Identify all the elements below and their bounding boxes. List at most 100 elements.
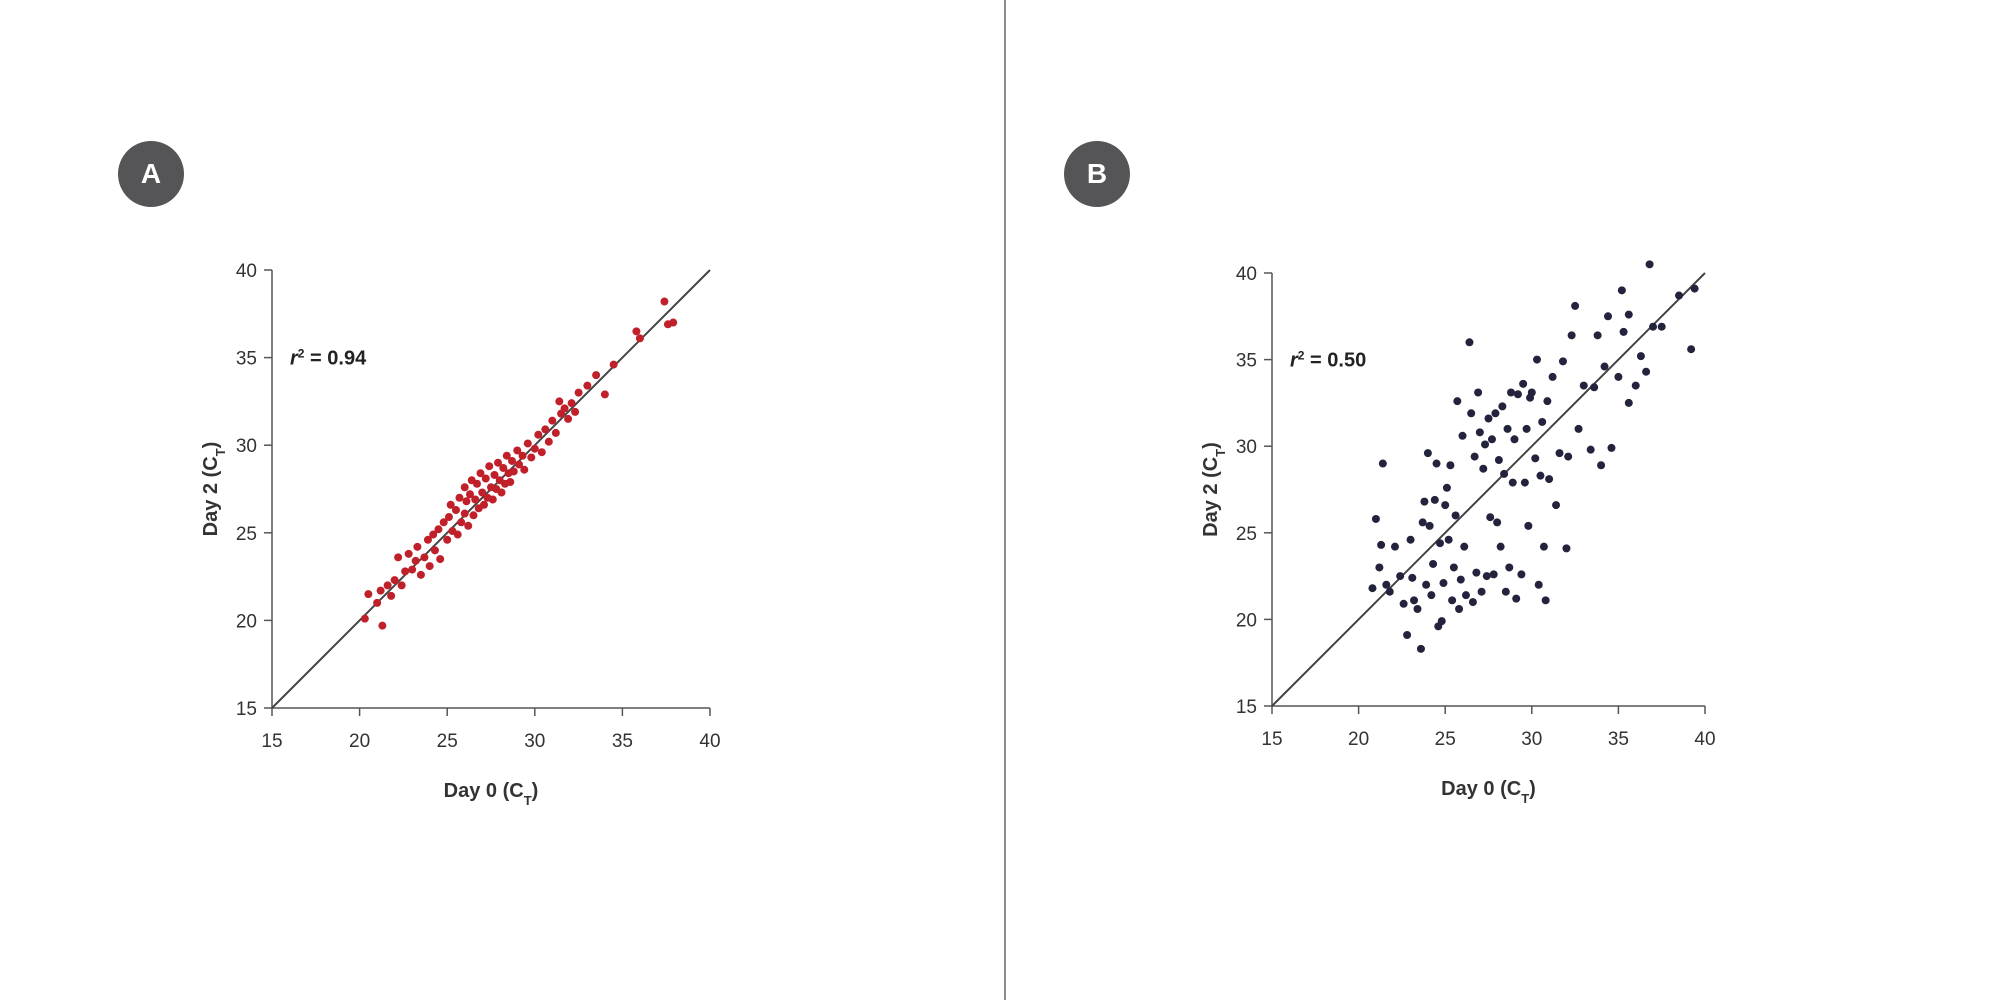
data-point — [413, 542, 422, 551]
data-point — [472, 479, 481, 488]
data-point — [1453, 397, 1462, 406]
y-tick-label: 40 — [236, 261, 257, 282]
text-part: T — [213, 448, 228, 456]
data-point — [1519, 379, 1528, 388]
panel-divider — [1004, 0, 1006, 1000]
identity-reference-line — [1271, 272, 1706, 707]
text-part: 2 — [298, 347, 305, 361]
data-point — [416, 570, 425, 579]
data-point — [506, 477, 515, 486]
data-point — [1571, 301, 1580, 310]
data-point — [376, 586, 385, 595]
data-point — [1467, 409, 1476, 418]
data-point — [1403, 630, 1412, 639]
x-tick-label: 25 — [1435, 729, 1456, 750]
data-point — [1520, 478, 1529, 487]
data-point — [390, 576, 399, 585]
x-tick-label: 30 — [524, 731, 545, 752]
y-tick-label: 25 — [1236, 524, 1257, 545]
data-point — [479, 500, 488, 509]
data-points-group — [360, 297, 678, 630]
data-point — [439, 518, 448, 527]
data-point — [1494, 456, 1503, 465]
data-point — [1539, 542, 1548, 551]
data-point — [1517, 570, 1526, 579]
data-point — [462, 497, 471, 506]
data-point — [574, 388, 583, 397]
panel-label-badge-a: A — [118, 141, 184, 207]
data-point — [1500, 469, 1509, 478]
data-point — [1498, 402, 1507, 411]
data-point — [600, 390, 609, 399]
y-tick-label: 35 — [236, 349, 257, 370]
data-point — [430, 546, 439, 555]
data-point — [509, 467, 518, 476]
data-point — [460, 483, 469, 492]
data-point — [564, 414, 573, 423]
data-point — [1522, 424, 1531, 433]
data-point — [1399, 599, 1408, 608]
data-point — [527, 453, 536, 462]
data-point — [518, 451, 527, 460]
data-point — [1593, 331, 1602, 340]
data-point — [1624, 310, 1633, 319]
data-point — [1524, 521, 1533, 530]
data-point — [1512, 594, 1521, 603]
data-point — [1489, 570, 1498, 579]
data-point — [1468, 598, 1477, 607]
data-point — [1491, 409, 1500, 418]
data-point — [1532, 355, 1541, 364]
text-part: Day 0 (C — [444, 780, 524, 802]
y-tick-label: 25 — [236, 524, 257, 545]
data-point — [544, 437, 553, 446]
data-point — [1425, 521, 1434, 530]
text-part: r — [290, 348, 299, 370]
data-points-group — [1368, 260, 1699, 653]
data-point — [508, 456, 517, 465]
data-point — [411, 556, 420, 565]
data-point — [1427, 591, 1436, 600]
data-point — [1567, 331, 1576, 340]
data-point — [1543, 397, 1552, 406]
data-point — [1586, 445, 1595, 454]
data-point — [1382, 580, 1391, 589]
data-point — [1470, 452, 1479, 461]
data-point — [1531, 454, 1540, 463]
text-part: Day 2 (C — [1200, 457, 1222, 537]
data-point — [1503, 424, 1512, 433]
data-point — [1513, 390, 1522, 399]
data-point — [1472, 568, 1481, 577]
data-point — [515, 460, 524, 469]
data-point — [567, 399, 576, 408]
data-point — [373, 598, 382, 607]
data-point — [1548, 372, 1557, 381]
data-point — [1534, 580, 1543, 589]
data-point — [1508, 478, 1517, 487]
data-point — [1378, 459, 1387, 468]
data-point — [513, 446, 522, 455]
data-point — [436, 555, 445, 564]
data-point — [1487, 435, 1496, 444]
data-point — [423, 535, 432, 544]
data-point — [1441, 501, 1450, 510]
data-point — [523, 439, 532, 448]
text-part: T — [524, 793, 532, 808]
data-point — [485, 462, 494, 471]
text-part: T — [1521, 791, 1529, 806]
r-squared-annotation: r2 = 0.94 — [290, 347, 367, 370]
text-part: Day 2 (C — [200, 456, 222, 536]
data-point — [471, 495, 480, 504]
y-axis-title: Day 2 (CT) — [1200, 442, 1228, 537]
data-point — [1645, 260, 1654, 269]
chart-panel-b: 15 20 25 30 35 40 15 20 25 30 35 40 r2 = 0.50 Day 0 (… — [1006, 0, 2000, 1000]
r-squared-annotation: r2 = 0.50 — [1290, 349, 1366, 372]
data-point — [1477, 587, 1486, 596]
data-point — [481, 474, 490, 483]
data-point — [457, 518, 466, 527]
data-point — [609, 360, 618, 369]
scatter-chart-a: 15 20 25 30 35 40 15 20 25 30 35 40 r2 = 0.94 Day 0 (… — [200, 261, 721, 808]
data-point — [1619, 327, 1628, 336]
data-point — [425, 562, 434, 571]
data-point — [1418, 518, 1427, 527]
data-point — [1636, 352, 1645, 361]
